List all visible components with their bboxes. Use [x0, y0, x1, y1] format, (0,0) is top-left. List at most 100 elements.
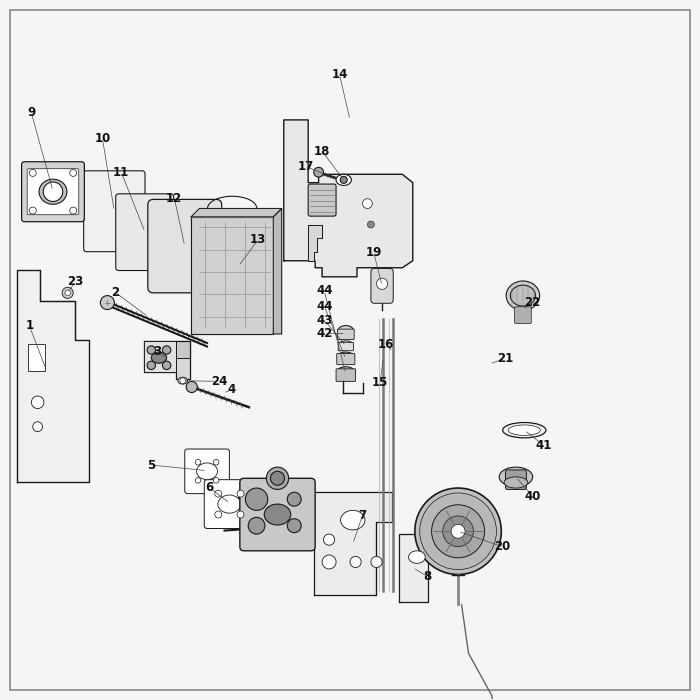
- Circle shape: [377, 278, 388, 289]
- Text: 2: 2: [111, 286, 119, 299]
- Circle shape: [314, 167, 323, 177]
- Text: 11: 11: [113, 166, 130, 179]
- Circle shape: [350, 556, 361, 568]
- Circle shape: [70, 169, 77, 176]
- Ellipse shape: [337, 352, 354, 362]
- Text: 8: 8: [424, 570, 431, 583]
- Circle shape: [186, 382, 197, 393]
- FancyBboxPatch shape: [514, 307, 531, 323]
- Ellipse shape: [151, 352, 167, 363]
- Circle shape: [195, 477, 201, 483]
- Text: 14: 14: [331, 68, 348, 81]
- Ellipse shape: [218, 495, 241, 513]
- Circle shape: [322, 555, 336, 569]
- Text: 1: 1: [25, 319, 34, 332]
- Circle shape: [432, 505, 484, 558]
- FancyBboxPatch shape: [371, 268, 393, 303]
- Text: 6: 6: [205, 481, 214, 494]
- Circle shape: [287, 519, 301, 533]
- Text: 7: 7: [358, 509, 367, 522]
- Circle shape: [162, 361, 171, 370]
- Text: 3: 3: [153, 345, 161, 358]
- Text: 5: 5: [147, 458, 155, 472]
- Circle shape: [246, 488, 267, 510]
- Circle shape: [214, 477, 219, 483]
- Circle shape: [363, 199, 372, 209]
- Circle shape: [214, 459, 219, 465]
- FancyBboxPatch shape: [185, 449, 230, 493]
- Ellipse shape: [339, 341, 353, 348]
- Polygon shape: [191, 217, 273, 334]
- Circle shape: [32, 396, 44, 409]
- Circle shape: [287, 492, 301, 506]
- Text: 10: 10: [94, 132, 111, 145]
- Circle shape: [442, 516, 473, 547]
- FancyBboxPatch shape: [308, 184, 336, 216]
- FancyBboxPatch shape: [22, 162, 85, 222]
- Circle shape: [100, 295, 114, 309]
- Text: 18: 18: [314, 145, 330, 158]
- Text: 40: 40: [524, 490, 541, 503]
- Circle shape: [162, 346, 171, 354]
- Text: 24: 24: [211, 375, 228, 388]
- Circle shape: [62, 287, 74, 298]
- Ellipse shape: [506, 281, 540, 310]
- Bar: [28, 344, 46, 371]
- Ellipse shape: [264, 504, 290, 525]
- Circle shape: [237, 490, 244, 497]
- Text: 9: 9: [27, 106, 36, 120]
- Circle shape: [451, 524, 465, 538]
- Ellipse shape: [508, 425, 540, 435]
- Circle shape: [33, 422, 43, 432]
- Circle shape: [340, 176, 347, 183]
- Ellipse shape: [409, 551, 426, 564]
- Ellipse shape: [499, 467, 533, 486]
- Text: 16: 16: [377, 338, 393, 351]
- FancyBboxPatch shape: [338, 342, 354, 351]
- Text: 42: 42: [316, 328, 332, 340]
- Polygon shape: [314, 492, 392, 596]
- Circle shape: [420, 493, 496, 570]
- Circle shape: [65, 290, 71, 295]
- Text: 22: 22: [524, 296, 541, 309]
- Text: 4: 4: [228, 383, 236, 396]
- Circle shape: [248, 517, 265, 534]
- Ellipse shape: [39, 179, 67, 204]
- Ellipse shape: [341, 510, 365, 530]
- Text: 17: 17: [298, 160, 314, 173]
- Text: 44: 44: [316, 284, 332, 298]
- FancyBboxPatch shape: [148, 199, 222, 293]
- Polygon shape: [308, 225, 322, 261]
- Circle shape: [215, 490, 222, 497]
- Ellipse shape: [336, 174, 351, 186]
- Polygon shape: [273, 209, 281, 334]
- FancyBboxPatch shape: [336, 369, 356, 382]
- Text: 15: 15: [372, 377, 389, 389]
- Circle shape: [147, 346, 155, 354]
- Text: 19: 19: [365, 246, 382, 259]
- FancyBboxPatch shape: [116, 194, 174, 270]
- Polygon shape: [191, 209, 281, 217]
- Ellipse shape: [178, 377, 188, 384]
- Text: 44: 44: [316, 300, 332, 313]
- Circle shape: [323, 534, 335, 545]
- FancyBboxPatch shape: [505, 470, 526, 489]
- Circle shape: [415, 488, 501, 575]
- FancyBboxPatch shape: [337, 329, 354, 340]
- FancyBboxPatch shape: [240, 478, 315, 551]
- Text: 21: 21: [498, 352, 514, 365]
- Text: 41: 41: [536, 439, 552, 452]
- Circle shape: [266, 467, 288, 489]
- Text: 13: 13: [250, 233, 266, 246]
- Circle shape: [29, 169, 36, 176]
- Circle shape: [70, 207, 77, 214]
- Polygon shape: [176, 341, 190, 358]
- Circle shape: [371, 556, 382, 568]
- Polygon shape: [399, 534, 439, 603]
- Polygon shape: [284, 120, 413, 276]
- Circle shape: [43, 182, 63, 202]
- Ellipse shape: [197, 463, 218, 480]
- Polygon shape: [18, 270, 88, 482]
- Ellipse shape: [337, 367, 355, 378]
- Circle shape: [147, 361, 155, 370]
